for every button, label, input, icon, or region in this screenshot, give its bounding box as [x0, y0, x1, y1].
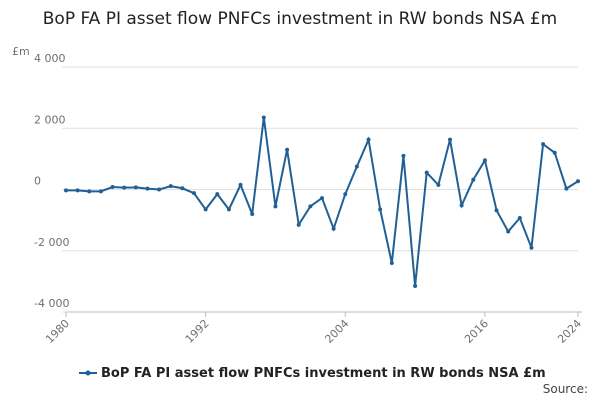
x-tick-label: 1980	[43, 317, 72, 346]
data-point	[448, 137, 452, 142]
data-point	[308, 204, 313, 209]
y-tick-label: 2 000	[34, 113, 66, 126]
data-point	[366, 137, 371, 142]
data-point	[273, 204, 278, 209]
data-point	[552, 150, 557, 155]
series-line	[66, 117, 579, 287]
data-point	[541, 142, 546, 147]
data-point	[75, 188, 80, 193]
data-point	[506, 229, 511, 234]
legend-marker	[85, 370, 91, 376]
x-tick-label: 2024	[555, 317, 584, 346]
data-point	[238, 182, 243, 187]
data-point	[436, 182, 441, 187]
data-point	[576, 179, 580, 184]
data-point	[424, 170, 429, 175]
y-tick-label: 4 000	[34, 52, 66, 65]
data-point	[226, 207, 231, 212]
data-point	[215, 192, 220, 197]
data-point	[296, 222, 301, 227]
data-point	[133, 185, 138, 190]
data-point	[331, 226, 336, 231]
data-point	[285, 147, 290, 152]
x-tick-label: 2016	[462, 317, 491, 346]
data-point	[157, 187, 162, 192]
data-point	[168, 184, 173, 189]
data-point	[389, 261, 394, 265]
data-point	[529, 245, 534, 250]
data-point	[517, 215, 522, 220]
data-point	[145, 186, 150, 191]
data-point	[110, 185, 115, 190]
chart-title: BoP FA PI asset flow PNFCs investment in…	[42, 9, 558, 29]
y-tick-label: 0	[34, 175, 41, 188]
legend-label: BoP FA PI asset flow PNFCs investment in…	[101, 366, 546, 381]
data-point	[203, 207, 208, 212]
data-point	[320, 196, 324, 201]
data-point	[378, 207, 383, 212]
data-point	[482, 158, 487, 163]
data-point	[413, 283, 418, 288]
data-point	[459, 203, 464, 208]
data-point	[564, 186, 569, 191]
data-point	[192, 191, 196, 196]
y-tick-label: -2 000	[34, 236, 69, 249]
data-point	[98, 189, 103, 194]
data-point	[122, 185, 127, 190]
data-point	[471, 177, 476, 182]
data-point	[401, 153, 406, 158]
y-tick-label: -4 000	[34, 297, 69, 310]
data-point	[250, 212, 255, 216]
x-tick-label: 2004	[322, 317, 351, 346]
data-point	[261, 115, 266, 120]
data-point	[180, 186, 185, 191]
data-point	[354, 164, 359, 169]
data-point	[343, 192, 348, 197]
source: Source:	[543, 382, 588, 396]
data-point	[64, 188, 68, 193]
data-point	[87, 189, 92, 194]
y-axis-unit: £m	[12, 45, 30, 58]
x-tick-label: 1992	[183, 317, 212, 346]
data-point	[494, 208, 499, 213]
